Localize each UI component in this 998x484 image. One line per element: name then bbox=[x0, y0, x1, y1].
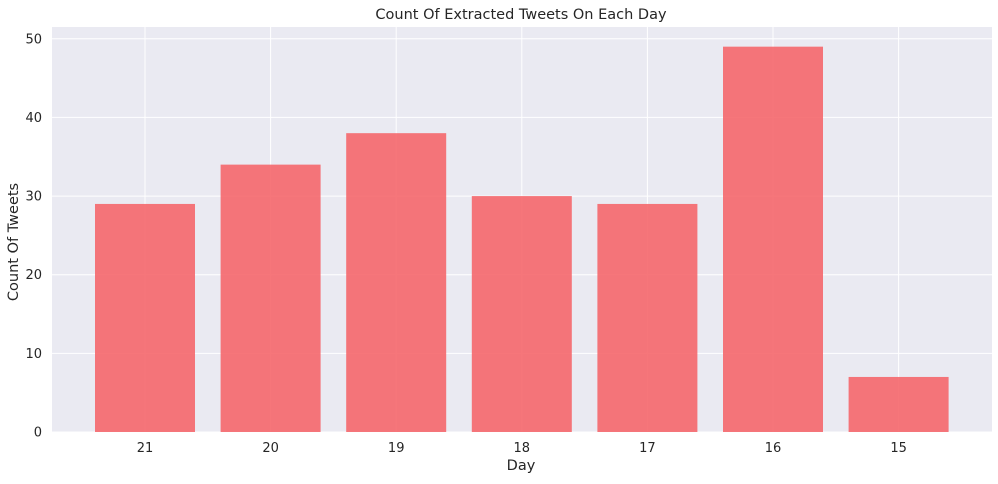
x-tick-label: 16 bbox=[765, 441, 782, 456]
bar-17 bbox=[597, 203, 698, 432]
x-tick-label: 21 bbox=[137, 441, 154, 456]
y-tick-label: 10 bbox=[25, 347, 42, 362]
y-tick-label: 30 bbox=[25, 190, 42, 205]
bar-20 bbox=[220, 164, 321, 433]
x-axis-ticks: 21 20 19 18 17 16 15 bbox=[137, 441, 907, 456]
bars bbox=[95, 46, 949, 433]
bar-21 bbox=[95, 203, 195, 432]
y-axis-label: Count Of Tweets bbox=[6, 183, 22, 301]
x-tick-label: 20 bbox=[262, 441, 279, 456]
x-tick-label: 18 bbox=[514, 441, 531, 456]
x-axis-label: Day bbox=[507, 458, 536, 474]
x-tick-label: 15 bbox=[890, 441, 907, 456]
y-tick-label: 20 bbox=[25, 268, 42, 283]
bar-16 bbox=[723, 46, 823, 433]
bar-19 bbox=[346, 133, 447, 433]
x-tick-label: 17 bbox=[639, 441, 656, 456]
bar-18 bbox=[471, 196, 572, 432]
y-tick-label: 0 bbox=[34, 426, 42, 441]
y-tick-label: 40 bbox=[25, 111, 42, 126]
y-axis-ticks: 0 10 20 30 40 50 bbox=[25, 32, 42, 440]
x-tick-label: 19 bbox=[388, 441, 405, 456]
chart-title: Count Of Extracted Tweets On Each Day bbox=[375, 7, 667, 23]
y-tick-label: 50 bbox=[25, 32, 42, 47]
bar-15 bbox=[848, 376, 949, 432]
